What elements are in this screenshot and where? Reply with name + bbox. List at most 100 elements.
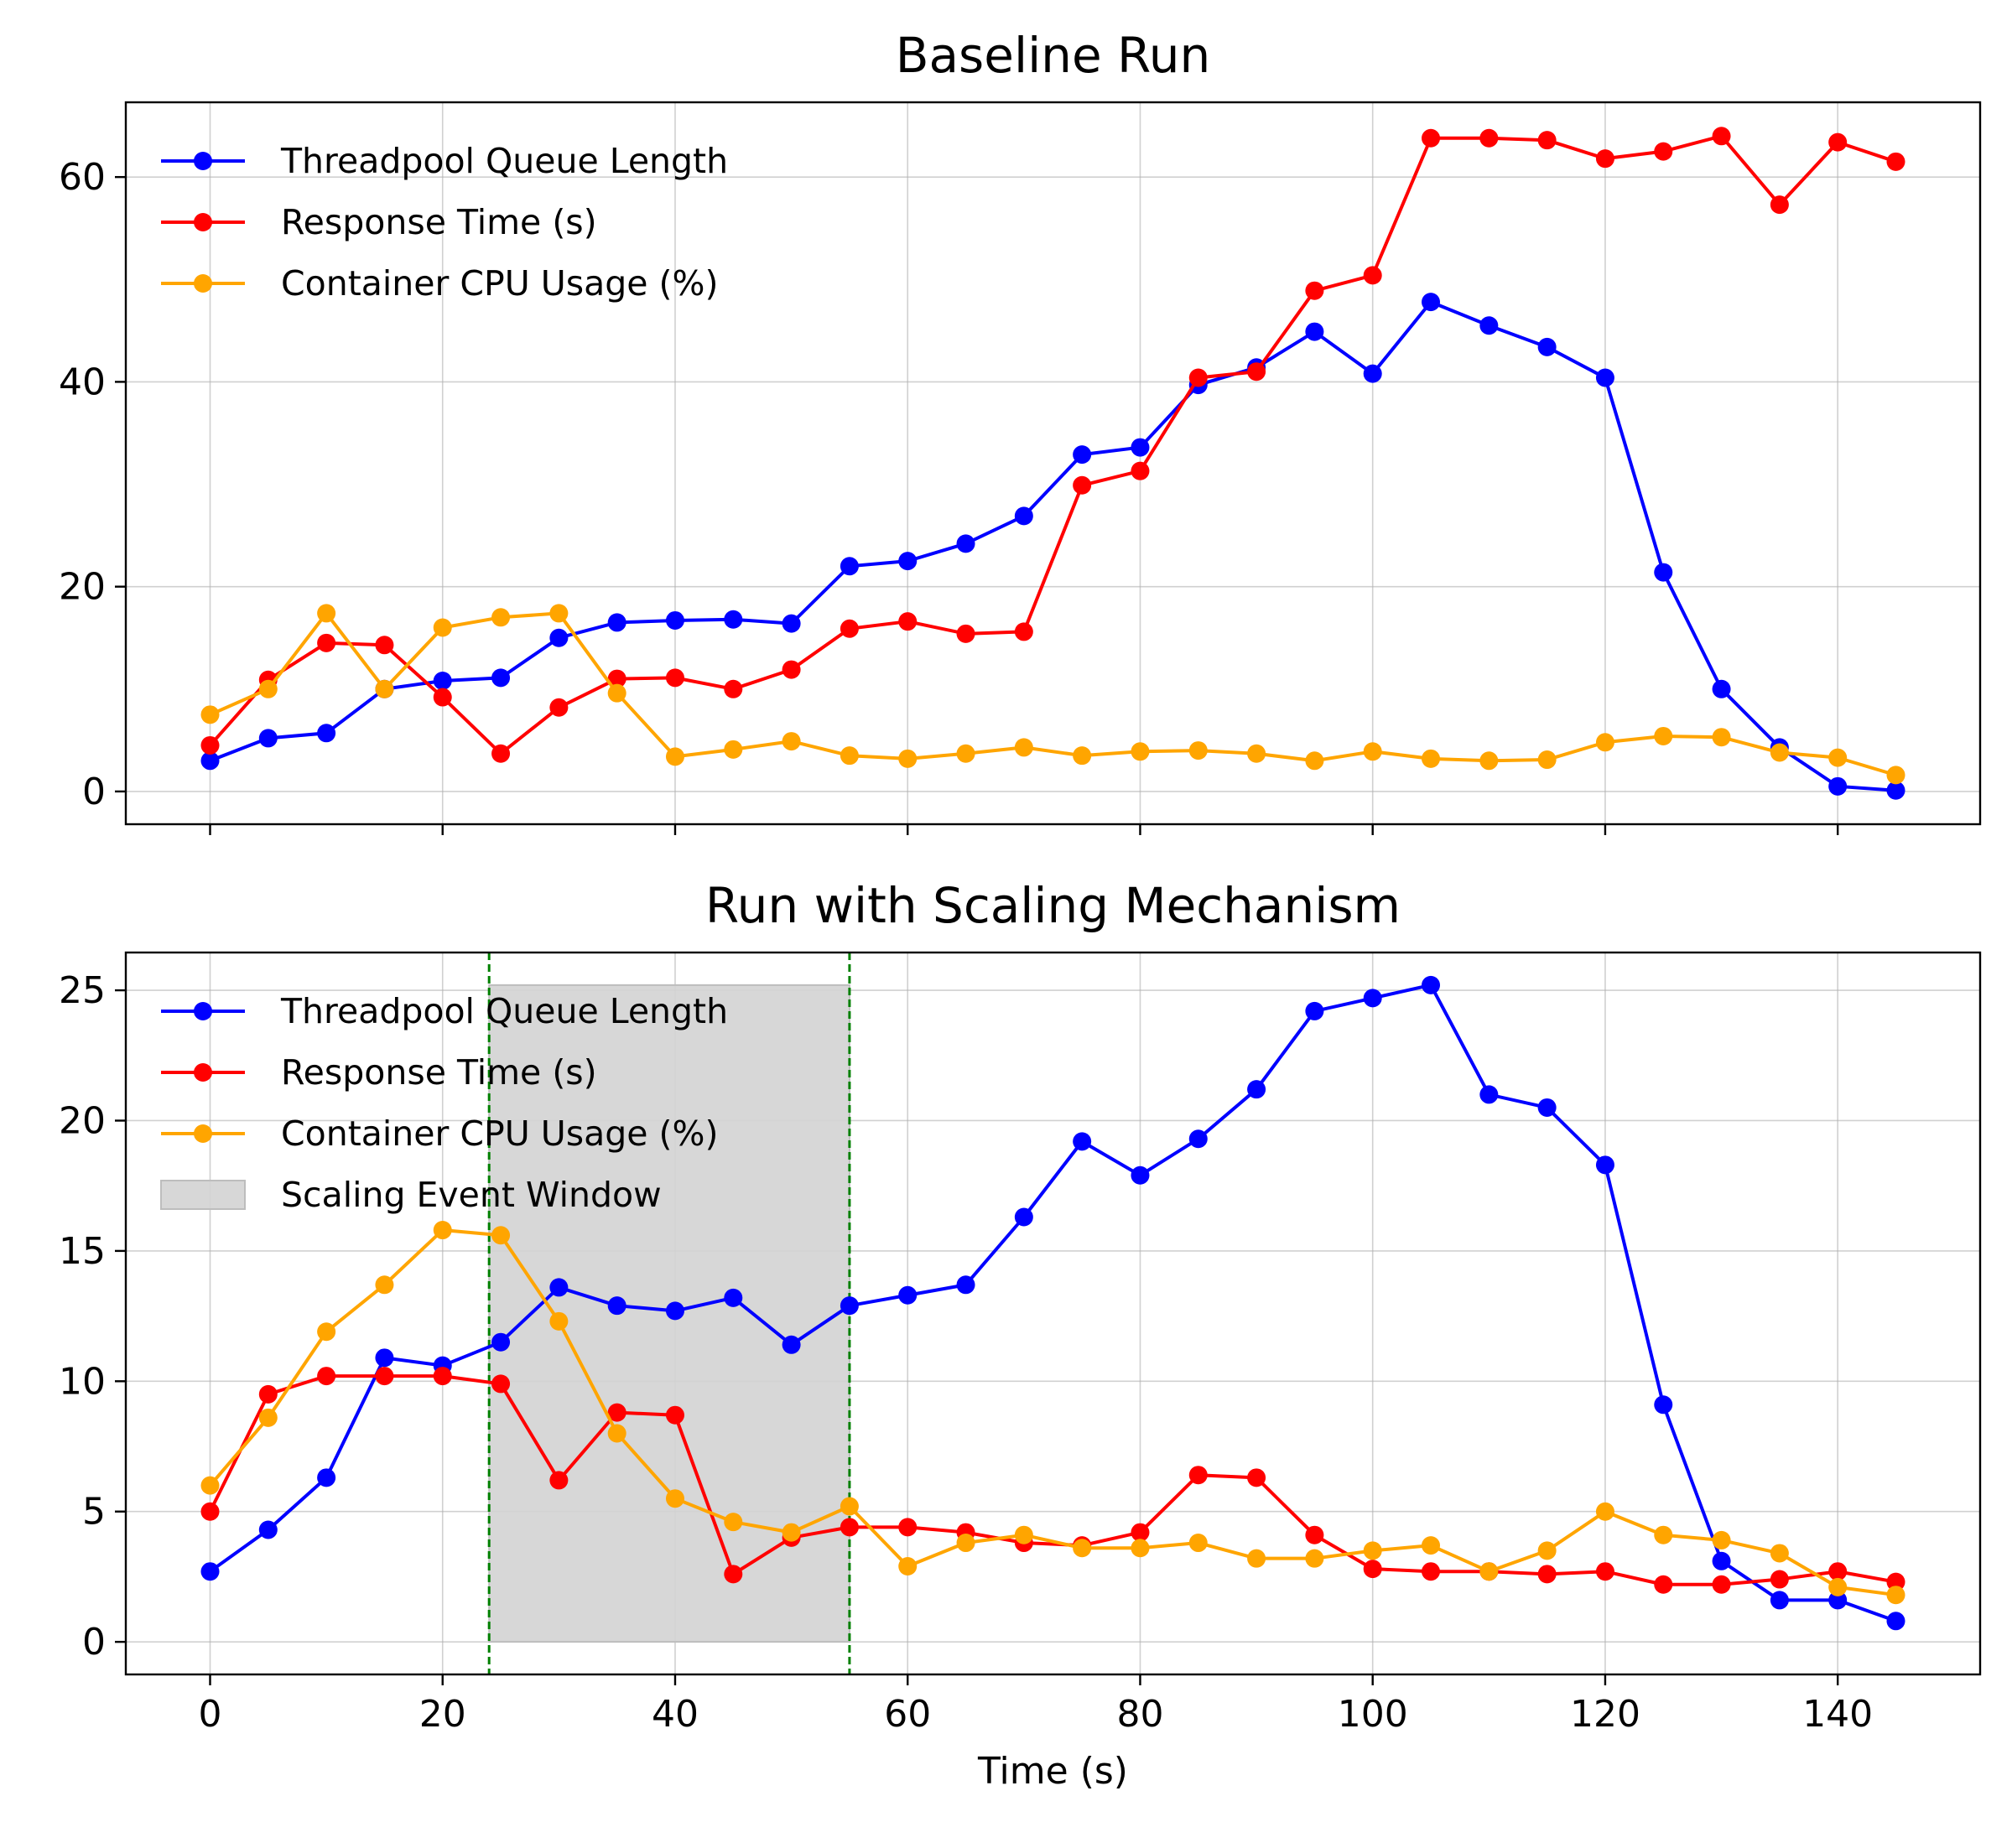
data-point xyxy=(1828,748,1848,767)
series-line xyxy=(208,1228,1896,1597)
series-threadpool-queue-length xyxy=(200,975,1905,1631)
data-point xyxy=(1131,1539,1150,1558)
data-point xyxy=(1363,989,1382,1008)
data-point xyxy=(549,698,569,717)
data-point xyxy=(1305,751,1324,771)
series-container-cpu-usage xyxy=(200,604,1905,785)
data-point xyxy=(1537,1098,1557,1117)
data-point xyxy=(491,668,511,688)
data-point xyxy=(1770,195,1789,215)
legend-label: Threadpool Queue Length xyxy=(280,141,728,181)
data-point xyxy=(200,705,220,724)
data-point xyxy=(1654,1525,1673,1544)
x-axis-label: Time (s) xyxy=(977,1750,1128,1793)
data-point xyxy=(1595,1155,1614,1175)
data-point xyxy=(433,1221,452,1240)
data-point xyxy=(1073,445,1092,465)
data-point xyxy=(1188,1534,1208,1553)
data-point xyxy=(1479,316,1499,335)
data-point xyxy=(1654,1395,1673,1415)
data-point xyxy=(1886,781,1905,800)
data-point xyxy=(1422,293,1441,312)
y-ticks: 0 5 10 15 20 25 xyxy=(59,969,126,1664)
legend-marker xyxy=(194,213,212,231)
data-point xyxy=(1363,364,1382,383)
data-point xyxy=(1654,563,1673,582)
data-point xyxy=(375,636,394,655)
data-point xyxy=(1828,776,1848,796)
y-ticks: 0 20 40 60 xyxy=(59,156,126,813)
data-point xyxy=(898,1557,918,1576)
data-point xyxy=(491,1226,511,1245)
x-ticks xyxy=(209,824,1839,835)
data-point xyxy=(1188,741,1208,760)
data-point xyxy=(1886,1612,1905,1631)
plot-area xyxy=(200,953,1905,1674)
data-point xyxy=(724,679,743,698)
data-point xyxy=(433,618,452,637)
data-point xyxy=(317,604,336,623)
y-tick-label: 40 xyxy=(59,361,106,403)
legend: Threadpool Queue Length Response Time (s)… xyxy=(160,991,728,1215)
data-point xyxy=(549,1278,569,1297)
data-point xyxy=(898,1285,918,1305)
data-point xyxy=(607,1296,626,1316)
legend-entry-container-cpu-usage: Container CPU Usage (%) xyxy=(161,263,719,304)
legend-label: Scaling Event Window xyxy=(281,1175,662,1215)
data-point xyxy=(956,624,975,643)
data-point xyxy=(782,732,801,751)
data-point xyxy=(1014,506,1033,526)
data-point xyxy=(1828,1591,1848,1610)
data-point xyxy=(1247,362,1266,382)
x-tick-label: 0 xyxy=(199,1693,222,1736)
data-point xyxy=(607,669,626,688)
data-point xyxy=(665,668,684,688)
data-point xyxy=(1770,1544,1789,1563)
data-point xyxy=(1305,322,1324,341)
data-point xyxy=(491,1332,511,1352)
data-point xyxy=(1595,733,1614,752)
subplot-run-with-scaling: 0 20 40 60 80 100 120 140 0 5 10 15 20 25 Run with Sca… xyxy=(59,877,1982,1793)
data-point xyxy=(840,746,859,766)
data-point xyxy=(1595,1562,1614,1581)
legend-marker xyxy=(194,1124,212,1143)
data-point xyxy=(1188,1466,1208,1485)
data-point xyxy=(491,1374,511,1394)
data-point xyxy=(491,744,511,763)
y-tick-label: 5 xyxy=(82,1491,106,1534)
data-point xyxy=(840,1497,859,1516)
data-point xyxy=(1537,337,1557,356)
data-point xyxy=(665,1301,684,1321)
data-point xyxy=(375,1275,394,1295)
data-point xyxy=(607,1403,626,1422)
data-point xyxy=(1654,726,1673,745)
data-point xyxy=(1014,1525,1033,1544)
y-tick-label: 20 xyxy=(59,1099,106,1142)
data-point xyxy=(1712,1551,1731,1570)
data-point xyxy=(840,557,859,576)
data-point xyxy=(665,1405,684,1425)
data-point xyxy=(1654,142,1673,161)
data-point xyxy=(1886,766,1905,785)
data-point xyxy=(1131,461,1150,480)
legend-entry-threadpool-queue-length: Threadpool Queue Length xyxy=(161,991,728,1031)
data-point xyxy=(1770,743,1789,762)
data-point xyxy=(1595,149,1614,169)
data-point xyxy=(200,751,220,771)
data-point xyxy=(1188,368,1208,387)
data-point xyxy=(607,683,626,703)
y-tick-label: 15 xyxy=(59,1230,106,1273)
legend-entry-response-time-s: Response Time (s) xyxy=(161,202,597,242)
data-point xyxy=(1654,1575,1673,1594)
legend-entry-response-time-s: Response Time (s) xyxy=(161,1052,597,1093)
data-point xyxy=(1305,1001,1324,1020)
data-point xyxy=(1537,1565,1557,1584)
data-point xyxy=(1479,1562,1499,1581)
data-point xyxy=(665,1489,684,1508)
data-point xyxy=(724,1513,743,1532)
data-point xyxy=(898,749,918,768)
data-point xyxy=(1247,1549,1266,1568)
data-point xyxy=(898,612,918,631)
data-point xyxy=(1712,1530,1731,1550)
